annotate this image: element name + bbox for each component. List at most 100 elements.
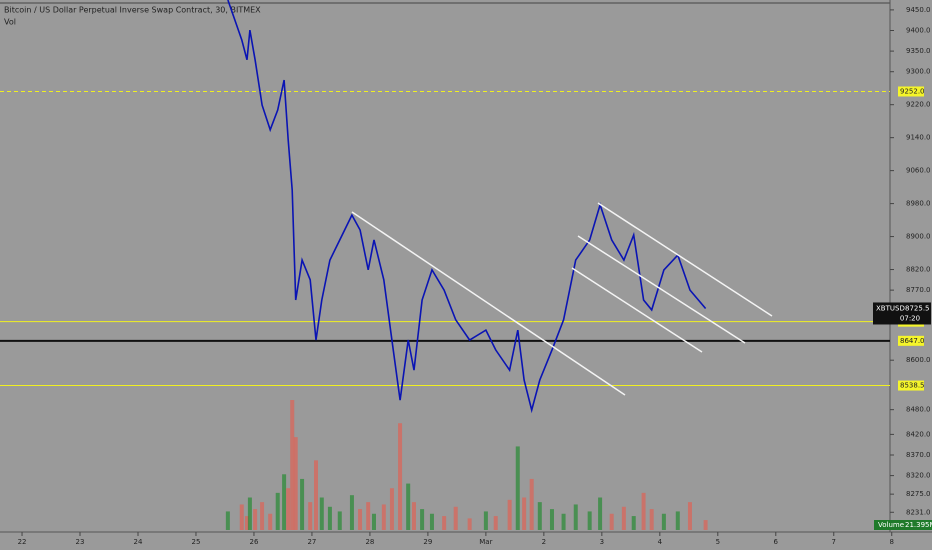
volume-bar [493,516,498,530]
trend-line [351,211,626,396]
volume-bar [598,497,603,530]
volume-bar [268,513,273,530]
volume-value-label: 21.395M [905,521,932,529]
y-tick-label: 8980.0 [906,200,931,208]
volume-bar [282,474,287,530]
price-line [227,0,707,414]
volume-bar [398,423,403,530]
volume-bar [411,502,416,530]
volume-bar [308,502,313,530]
volume-bar [507,499,512,530]
level-label-box [898,380,924,391]
indicator-label: Vol [4,18,16,27]
volume-bar [358,509,363,530]
volume-bar [529,478,534,530]
volume-bar [253,509,258,530]
last-price-box [873,302,931,325]
x-tick-label: 26 [249,538,258,546]
volume-label-box [874,520,932,530]
volume-bar [247,497,252,530]
volume-bar [319,497,324,530]
y-tick-label: 9300.0 [906,68,931,76]
level-label-box [898,86,924,97]
trend-lines [351,202,773,396]
y-tick-label: 9450.0 [906,6,931,14]
axis-layer: 9450.0 9400.0 9350.0 9300.0 9220.0 9140.0 9060… [18,6,932,546]
volume-bar [661,513,666,530]
y-tick-label: 8900.0 [906,233,931,241]
volume-bar [293,437,298,530]
volume-bar [290,400,295,530]
y-tick-label: 8480.0 [906,406,931,414]
trend-line [571,267,703,353]
volume-bar [244,516,249,530]
volume-bar [239,504,244,530]
volume-bar [549,509,554,530]
volume-bar [641,492,646,530]
volume-bar [442,516,447,530]
volume-bar [467,518,472,530]
x-tick-label: 4 [658,538,663,546]
y-tick-label: 9140.0 [906,134,931,142]
volume-bar [483,511,488,530]
chart-title: Bitcoin / US Dollar Perpetual Inverse Sw… [4,6,261,15]
volume-bar [453,506,458,530]
trend-line [597,202,773,317]
y-tick-label: 8770.0 [906,286,931,294]
level-label-box [898,335,924,346]
x-tick-label: 7 [832,538,836,546]
volume-bar [225,511,230,530]
symbol-label: XBTUSD [876,304,905,312]
y-tick-label: 9060.0 [906,167,931,175]
volume-bar [366,502,371,530]
volume-bar [300,478,305,530]
y-tick-label: 8275.0 [906,490,931,498]
y-tick-label: 8820.0 [906,266,931,274]
level-label: 8538.5 [900,382,925,390]
x-tick-label: 2 [542,538,546,546]
last-price-label: 8725.5 [905,304,930,312]
volume-bar [675,511,680,530]
y-tick-label: 9220.0 [906,101,931,109]
x-tick-label: 27 [307,538,316,546]
y-tick-label: 8600.0 [906,356,931,364]
y-tick-label: 8320.0 [906,472,931,480]
y-tick-label: 8231.0 [906,508,931,516]
volume-bar [631,516,636,530]
y-tick-label: 9400.0 [906,26,931,34]
volume-bar [327,506,332,530]
x-tick-label: 29 [423,538,432,546]
volume-bar [275,492,280,530]
level-label: 9252.0 [900,87,925,95]
volume-bar [609,513,614,530]
x-tick-label: 3 [600,538,604,546]
volume-bar [587,511,592,530]
y-tick-label: 8420.0 [906,430,931,438]
volume-bar [522,497,527,530]
x-tick-label: 8 [890,538,894,546]
volume-bar [573,504,578,530]
volume-bar [687,502,692,530]
trend-line [577,235,746,344]
x-tick-label: 28 [365,538,374,546]
volume-bar [429,513,434,530]
volume-bar [561,513,566,530]
x-tick-label: 24 [134,538,143,546]
volume-bar [313,460,318,530]
x-tick-label: 6 [774,538,779,546]
price-layer [227,0,707,414]
volume-bar [371,513,376,530]
volume-bar [349,495,354,530]
volume-bar [260,502,265,530]
y-tick-label: 8370.0 [906,451,931,459]
volume-bar [649,509,654,530]
volume-bar [621,506,626,530]
level-label: 8647.0 [900,337,925,345]
x-tick-label: 25 [192,538,201,546]
volume-bar [703,520,708,530]
x-tick-label: 23 [76,538,85,546]
volume-bar [420,509,425,530]
countdown-label: 07:20 [900,314,920,322]
